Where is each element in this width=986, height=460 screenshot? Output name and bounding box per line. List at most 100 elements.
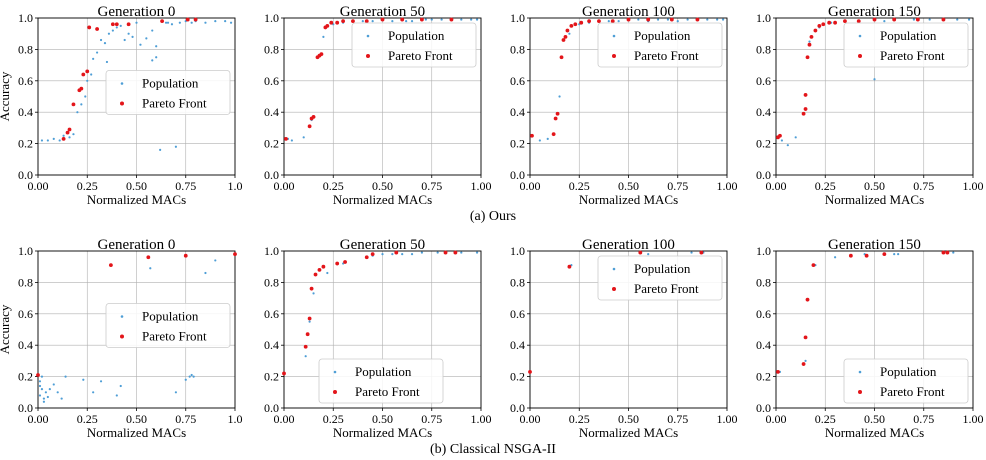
population-point [391,253,394,256]
pareto-front-point [567,264,572,269]
population-point [912,18,916,21]
population-point [192,375,195,378]
population-point [42,397,46,400]
population-point [174,391,177,394]
x-tick-label: 0.50 [372,179,393,193]
population-point [647,253,650,256]
legend-pareto-marker [333,390,337,394]
chart-title: Generation 50 [340,237,425,253]
population-point [44,391,47,394]
pareto-front-point [801,362,806,366]
population-point [115,394,118,397]
plot-frame [37,17,236,176]
pareto-front-point [776,369,780,374]
population-point [151,59,154,62]
y-tick-label: 1.0 [756,11,771,25]
population-point [475,18,479,21]
y-tick-label: 0.4 [18,338,33,352]
legend: Population Pareto Front [105,70,231,115]
population-point [145,37,148,40]
population-point [304,355,307,358]
population-point [420,251,423,254]
population-point [893,253,896,256]
population-point [96,51,99,54]
pareto-front-point [36,373,40,377]
pareto-front-point [587,19,591,24]
pareto-front-point [597,19,601,24]
population-point [538,139,541,142]
population-point [60,397,63,400]
x-tick-label: 0.75 [913,179,934,193]
population-point [178,21,181,24]
legend-pareto-marker [120,334,124,339]
x-axis-label: Normalized MACs [87,192,186,207]
pareto-front-point [341,19,345,24]
legend-box [843,22,969,68]
population-point [873,78,876,81]
population-point [127,32,130,35]
pareto-front-point [813,28,818,33]
legend-population-label: Population [355,364,412,379]
population-point [312,292,315,295]
chart-panel-a-2: 0.00 0.25 0.50 0.75 1.00 0.0 0.2 0.4 0.6 0.8 1.0 Ge… [264,4,492,207]
population-point [214,20,217,23]
x-tick-label: 0.50 [864,412,885,426]
pareto-front-point [695,17,700,22]
population-point [470,18,473,21]
pareto-front-point [364,255,369,260]
population-point [706,18,709,21]
legend-pareto-marker [612,54,616,58]
population-point [436,251,439,254]
pareto-front-point [872,17,877,22]
population-point [666,18,670,21]
population-point [460,18,463,21]
population-point [607,20,610,23]
pareto-front-point [443,250,448,255]
pareto-front-point [626,17,631,22]
x-tick-label: 0.00 [274,412,295,426]
x-tick-label: 0.25 [569,412,590,426]
y-tick-label: 0.4 [264,105,279,119]
x-tick-label: 0.25 [815,179,836,193]
plot-frame [37,250,236,409]
chart-title: Generation 0 [98,237,176,253]
population-point [204,271,207,275]
pareto-front-point [565,28,570,33]
y-tick-label: 0.0 [756,168,771,182]
y-tick-label: 0.2 [510,370,525,384]
pareto-front-point [864,253,869,258]
y-tick-label: 0.6 [18,307,33,321]
population-point [956,18,959,21]
x-tick-label: 0.00 [274,179,295,193]
legend-pareto-label: Pareto Front [880,48,945,63]
chart-panel-a-1: 0.00 0.25 0.50 0.75 1.0 0.0 0.2 0.4 0.6 0.8 1.0 Gen… [0,4,243,207]
y-tick-label: 0.6 [18,74,33,88]
legend: Population Pareto Front [351,22,477,68]
y-tick-label: 0.8 [510,275,525,289]
pareto-front-point [329,20,334,25]
pareto-front-point [335,20,340,25]
population-point [794,136,797,139]
population-point [546,137,549,140]
population-point [52,383,55,386]
pareto-front-point [579,20,584,25]
population-point [440,18,443,21]
caption-classical-nsga-ii: (b) Classical NSGA-II [430,442,556,457]
legend-population-marker [858,34,862,38]
y-tick-label: 1.0 [18,244,33,258]
pareto-front-point [67,127,72,132]
population-point [46,139,49,142]
pareto-front-point [351,19,355,24]
population-point [84,95,87,98]
y-tick-label: 0.6 [264,307,279,321]
chart-panel-b-4: 0.00 0.25 0.50 0.75 1.00 0.0 0.2 0.4 0.6 0.8 1.0 Ge… [756,237,984,440]
legend-box [105,70,231,115]
pareto-front-point [811,263,816,268]
population-point [326,271,329,275]
population-point [40,375,44,378]
population-point [119,24,122,27]
plot-frame [529,250,728,409]
x-tick-label: 0.25 [77,179,98,193]
legend-population-label: Population [880,28,937,43]
